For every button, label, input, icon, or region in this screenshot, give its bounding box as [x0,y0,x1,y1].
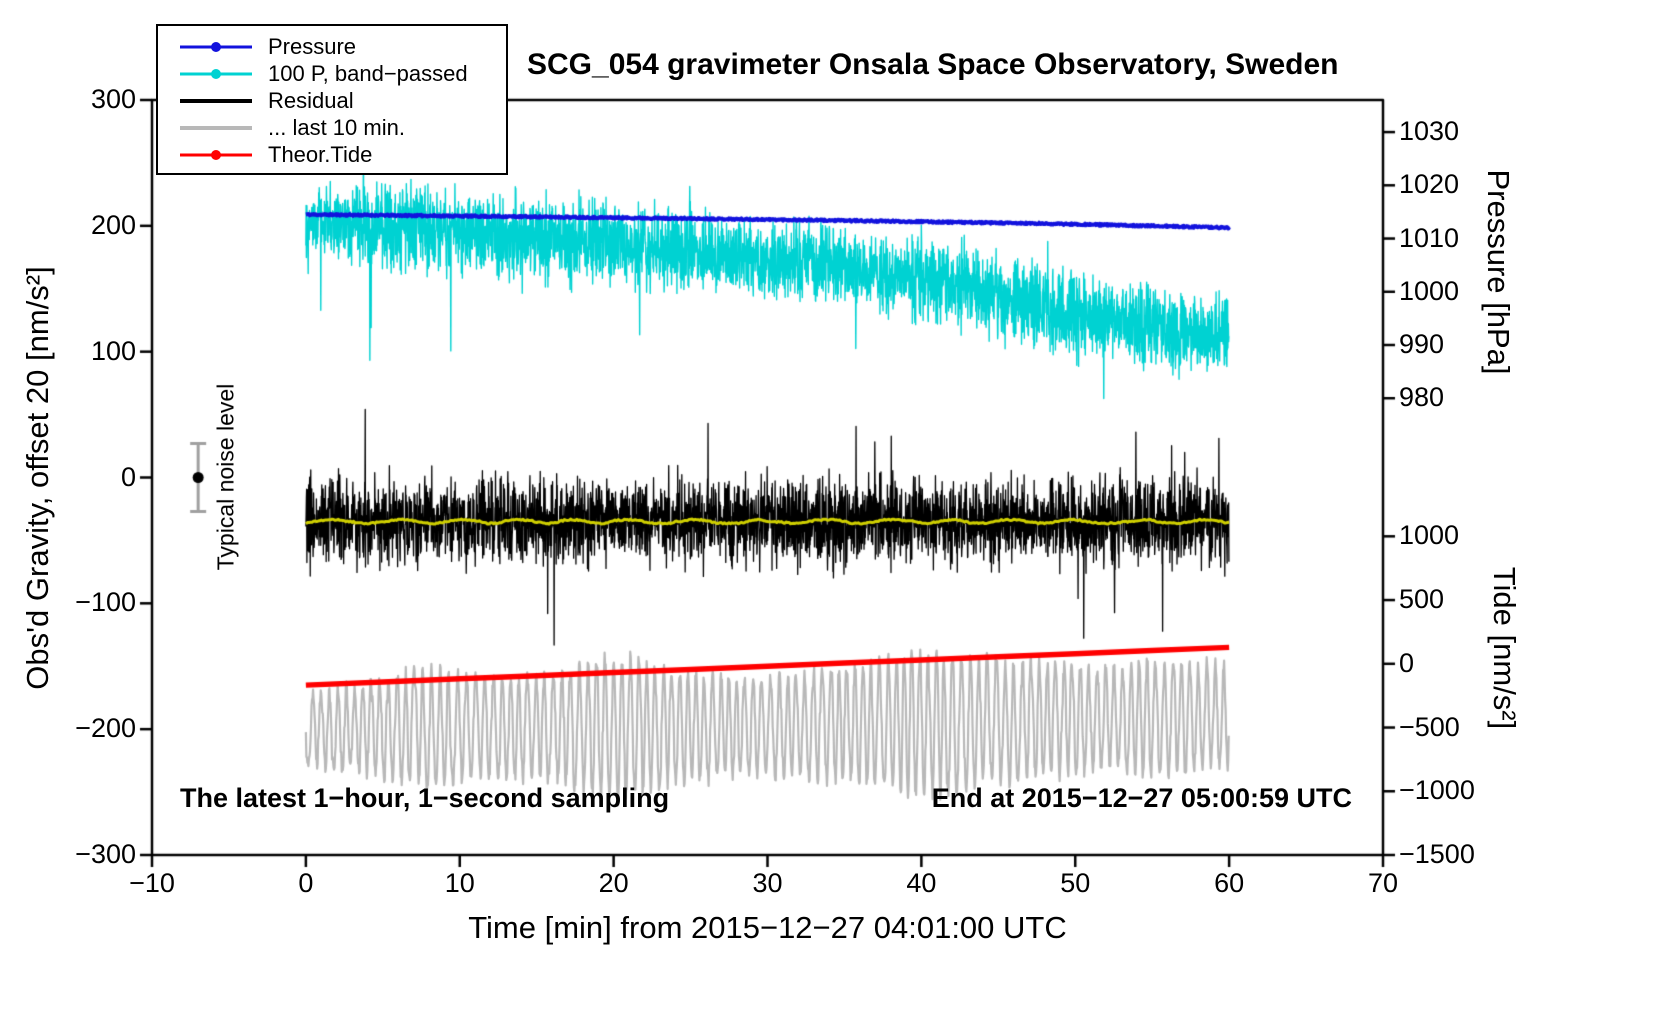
tide-tick-label: −500 [1399,711,1460,742]
legend-label: 100 P, band−passed [268,60,468,86]
x-tick-label: 40 [906,868,937,898]
legend-line-swatch [180,40,252,54]
x-tick-label: 20 [598,868,629,898]
chart-title: SCG_054 gravimeter Onsala Space Observat… [527,48,1339,81]
legend-dot [211,149,221,160]
x-tick-label: 60 [1214,868,1245,898]
legend-item: Theor.Tide [158,141,506,168]
legend-item: 100 P, band−passed [158,60,506,87]
y-axis-label-pressure: Pressure [hPa] [1481,169,1516,375]
legend-dot [211,68,221,79]
legend-line-swatch [180,67,252,81]
noise-level-annotation: Typical noise level [212,383,239,571]
legend: Pressure 100 P, band−passed Residual... la… [156,24,508,175]
pressure-tick-label: 1020 [1399,169,1460,200]
pressure-tick-label: 980 [1399,382,1445,413]
tide-tick-label: 0 [1399,647,1415,678]
x-tick-label: 50 [1060,868,1091,898]
pressure-tick-label: 1030 [1399,116,1460,147]
y-left-tick-label: 100 [90,335,136,366]
x-tick-label: 30 [752,868,783,898]
pressure-tick-label: 990 [1399,328,1445,359]
y-left-tick-label: −100 [75,587,136,618]
y-left-tick-label: −200 [75,713,136,744]
legend-item: Pressure [158,33,506,60]
tide-tick-label: 1000 [1399,520,1460,551]
tide-tick-label: −1500 [1399,839,1475,869]
legend-item: ... last 10 min. [158,114,506,141]
legend-label: Pressure [268,33,357,59]
tide-tick-label: 500 [1399,584,1445,615]
x-tick-label: 10 [444,868,475,898]
legend-label: Theor.Tide [268,141,373,167]
y-left-tick-label: 300 [90,84,136,114]
legend-line-swatch [180,94,252,108]
legend-line-swatch [180,121,252,135]
legend-line-swatch [180,148,252,162]
tide-tick-label: −1000 [1399,775,1475,806]
legend-label: ... last 10 min. [268,114,405,140]
pressure-tick-label: 1000 [1399,275,1460,306]
sampling-annotation: The latest 1−hour, 1−second sampling [180,783,670,813]
x-tick-label: 0 [298,868,314,898]
legend-item: Residual [158,87,506,114]
y-axis-label-tide: Tide [nm/s²] [1487,566,1522,730]
legend-dot [211,41,221,52]
x-tick-label: 70 [1367,868,1399,898]
end-time-annotation: End at 2015−12−27 05:00:59 UTC [931,783,1352,813]
y-left-tick-label: 0 [120,461,136,492]
y-left-tick-label: 200 [90,209,136,240]
y-left-tick-label: −300 [75,839,136,869]
x-tick-label: −10 [129,868,175,898]
legend-label: Residual [268,87,354,113]
x-axis-label: Time [min] from 2015−12−27 04:01:00 UTC [468,910,1067,945]
pressure-tick-label: 1010 [1399,222,1460,253]
